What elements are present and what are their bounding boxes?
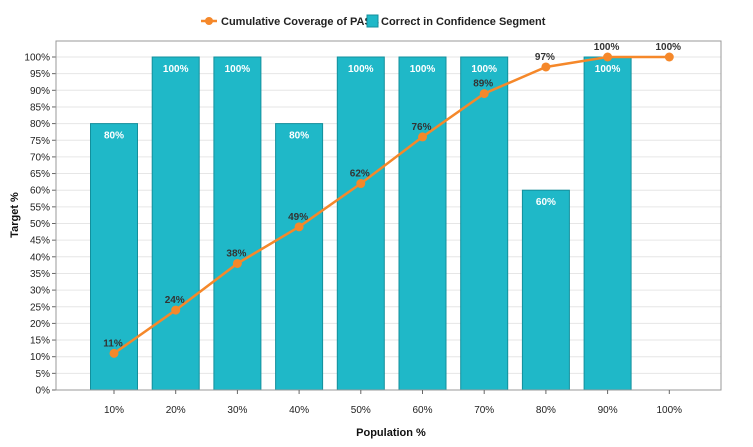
y-tick-label: 10% — [30, 352, 50, 363]
x-tick-label: 100% — [657, 405, 683, 416]
line-value-label: 100% — [656, 42, 682, 53]
bar — [521, 189, 570, 391]
cumulative-line — [113, 55, 670, 355]
line-value-label: 49% — [288, 212, 308, 223]
bar — [213, 56, 262, 391]
y-tick-label: 100% — [24, 53, 50, 64]
line-point — [541, 62, 551, 72]
y-tick-label: 50% — [30, 219, 50, 230]
line-point — [294, 222, 304, 232]
y-tick-label: 15% — [30, 336, 50, 347]
line-value-label: 100% — [594, 42, 620, 53]
line-value-label: 97% — [535, 52, 555, 63]
y-tick-label: 85% — [30, 102, 50, 113]
bar-labels: 80% 100% 100% 80% 100% 100% 100% 60% 100% — [104, 64, 621, 208]
x-tick-label: 70% — [474, 405, 494, 416]
x-tick-label: 60% — [412, 405, 432, 416]
y-tick-label: 75% — [30, 136, 50, 147]
y-tick-label: 90% — [30, 86, 50, 97]
y-tick-label: 55% — [30, 202, 50, 213]
legend-line-label: Cumulative Coverage of PASS — [221, 16, 379, 28]
y-tick-label: 80% — [30, 119, 50, 130]
y-tick-label: 60% — [30, 186, 50, 197]
x-ticks: 10% 20% 30% 40% 50% 60% 70% 80% 90% 100% — [104, 390, 682, 416]
bar — [336, 56, 385, 391]
legend-line-marker — [205, 17, 213, 25]
bar — [151, 56, 200, 391]
bar — [583, 56, 632, 391]
y-tick-label: 70% — [30, 152, 50, 163]
bar-value-label: 60% — [536, 197, 556, 208]
x-tick-label: 50% — [351, 405, 371, 416]
bar — [90, 123, 138, 391]
line-value-label: 38% — [226, 248, 246, 259]
bar-value-label: 100% — [410, 64, 436, 75]
bar-value-label: 80% — [104, 131, 124, 142]
y-tick-label: 40% — [30, 252, 50, 263]
line-value-label: 62% — [350, 169, 370, 180]
line-point — [171, 305, 181, 315]
line-point — [418, 132, 427, 142]
y-tick-label: 25% — [30, 302, 50, 313]
bars — [90, 56, 632, 391]
line-point — [479, 89, 489, 99]
bar — [398, 56, 447, 391]
line-labels: 11% 24% 38% 49% 62% 76% 89% 97% 100% 100% — [103, 42, 681, 349]
y-tick-label: 35% — [30, 269, 50, 280]
y-tick-label: 30% — [30, 286, 50, 297]
line-point — [603, 52, 613, 62]
legend: Cumulative Coverage of PASS Correct in C… — [201, 14, 546, 28]
y-ticks: 0% 5% 10% 15% 20% 25% 30% 35% 40% 45% 50% 55% 60% 65%… — [24, 53, 56, 397]
y-tick-label: 20% — [30, 319, 50, 330]
legend-bar-label: Correct in Confidence Segment — [381, 16, 546, 28]
line-value-label: 89% — [473, 79, 493, 90]
line-points — [109, 52, 674, 358]
bar-value-label: 100% — [348, 64, 374, 75]
y-tick-label: 5% — [36, 369, 51, 380]
x-tick-label: 10% — [104, 405, 124, 416]
bar-value-label: 100% — [471, 64, 497, 75]
line-value-label: 11% — [103, 338, 123, 349]
legend-bar-swatch — [366, 14, 379, 28]
y-tick-label: 0% — [36, 386, 51, 397]
x-tick-label: 80% — [536, 405, 556, 416]
line-point — [232, 258, 242, 268]
x-tick-label: 20% — [166, 405, 186, 416]
bar — [460, 56, 509, 391]
x-tick-label: 90% — [598, 405, 618, 416]
y-tick-label: 95% — [30, 69, 50, 80]
bar-value-label: 100% — [595, 64, 621, 75]
y-axis-title: Target % — [9, 192, 21, 238]
x-axis-title: Population % — [356, 427, 426, 439]
plot-border — [55, 40, 722, 391]
y-tick-label: 45% — [30, 236, 50, 247]
line-point — [356, 179, 366, 189]
line-value-label: 76% — [411, 122, 431, 133]
x-tick-label: 40% — [289, 405, 309, 416]
line-value-label: 24% — [165, 295, 185, 306]
x-tick-label: 30% — [227, 405, 247, 416]
bar — [275, 123, 324, 391]
line-point — [664, 52, 674, 62]
bar-value-label: 100% — [225, 64, 251, 75]
bar-value-label: 80% — [289, 131, 309, 142]
line-point — [109, 348, 119, 358]
bar-value-label: 100% — [163, 64, 189, 75]
y-tick-label: 65% — [30, 169, 50, 180]
